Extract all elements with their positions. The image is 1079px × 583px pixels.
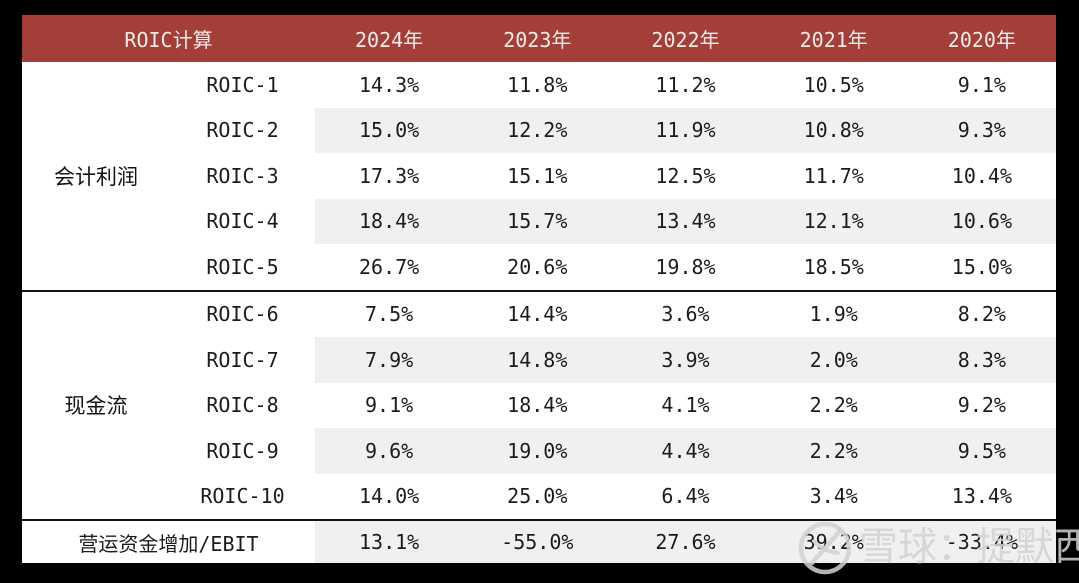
cell-value: -55.0% [463, 521, 612, 563]
row-label: ROIC-6 [206, 302, 279, 327]
cell-value: 13.4% [951, 484, 1012, 509]
row-label: ROIC-5 [206, 254, 279, 279]
footer-row: 营运资金增加/EBIT 13.1% -55.0% 27.6% 39.2% -33… [22, 521, 1056, 563]
row-label: ROIC-10 [200, 484, 285, 509]
group-cash-flow: 现金流 ROIC-6 7.5% 14.4% 3.6% 1.9% 8.2% ROI… [22, 292, 1056, 520]
row-label: ROIC-2 [206, 118, 279, 143]
cell-value: 12.5% [655, 163, 716, 188]
cell-value: 27.6% [611, 521, 760, 563]
table-header-row: ROIC计算 2024年 2023年 2022年 2021年 2020年 [22, 15, 1056, 62]
cell-value: 9.2% [957, 393, 1006, 418]
cell-value: 3.6% [661, 302, 710, 327]
table-row: ROIC-7 7.9% 14.8% 3.9% 2.0% 8.3% [22, 337, 1056, 383]
cell-value: 3.4% [809, 484, 858, 509]
cell-value: 19.0% [463, 428, 612, 474]
cell-value: 14.8% [463, 337, 612, 383]
cell-value: 10.5% [803, 72, 864, 97]
col-header-2023: 2023年 [503, 28, 572, 52]
cell-value: 2.0% [759, 337, 908, 383]
cell-value: 12.1% [759, 198, 908, 244]
cell-value: 9.3% [907, 107, 1056, 153]
footer-separator-line [22, 519, 1056, 521]
cell-value: 17.3% [358, 163, 420, 188]
cell-value: 7.5% [365, 302, 414, 327]
table-row: ROIC-9 9.6% 19.0% 4.4% 2.2% 9.5% [22, 428, 1056, 474]
cell-value: 20.6% [507, 254, 568, 279]
table-row: ROIC-2 15.0% 12.2% 11.9% 10.8% 9.3% [22, 107, 1056, 153]
footer-label: 营运资金增加/EBIT [78, 531, 259, 556]
table-title: ROIC计算 [124, 28, 213, 52]
cell-value: 9.5% [907, 428, 1056, 474]
col-header-2024: 2024年 [355, 28, 424, 52]
cell-value: 9.1% [957, 72, 1006, 97]
cell-value: 11.2% [655, 72, 716, 97]
row-label: ROIC-7 [206, 347, 279, 372]
row-label: ROIC-9 [206, 438, 279, 463]
group-separator-line [22, 289, 1056, 292]
cell-value: 13.1% [315, 521, 464, 563]
col-header-2022: 2022年 [651, 28, 720, 52]
cell-value: 25.0% [507, 484, 568, 509]
cell-value: 10.6% [907, 198, 1056, 244]
table-row: ROIC-4 18.4% 15.7% 13.4% 12.1% 10.6% [22, 198, 1056, 244]
cell-value: 15.7% [463, 198, 612, 244]
cell-value: 13.4% [611, 198, 760, 244]
cell-value: 11.7% [803, 163, 864, 188]
table-row: ROIC-3 17.3% 15.1% 12.5% 11.7% 10.4% [22, 153, 1056, 199]
cell-value: 11.9% [611, 107, 760, 153]
cell-value: 18.4% [315, 198, 464, 244]
cell-value: 14.0% [358, 484, 420, 509]
cell-value: 15.1% [507, 163, 568, 188]
cell-value: 10.4% [951, 163, 1012, 188]
cell-value: 39.2% [759, 521, 908, 563]
cell-value: 3.9% [611, 337, 760, 383]
row-label: ROIC-1 [206, 72, 279, 97]
cell-value: 11.8% [507, 72, 568, 97]
cell-value: 10.8% [759, 107, 908, 153]
group-accounting-profit: 会计利润 ROIC-1 14.3% 11.8% 11.2% 10.5% 9.1%… [22, 62, 1056, 290]
row-label: ROIC-8 [206, 393, 279, 418]
row-label: ROIC-4 [206, 209, 279, 234]
table-row: ROIC-5 26.7% 20.6% 19.8% 18.5% 15.0% [22, 244, 1056, 290]
table-row: ROIC-6 7.5% 14.4% 3.6% 1.9% 8.2% [22, 292, 1056, 338]
col-header-2021: 2021年 [799, 28, 868, 52]
group-label-cash-flow: 现金流 [64, 394, 128, 419]
cell-value: 9.1% [365, 393, 414, 418]
cell-value: 15.0% [315, 107, 464, 153]
cell-value: 1.9% [809, 302, 858, 327]
cell-value: 7.9% [315, 337, 464, 383]
table-row: ROIC-10 14.0% 25.0% 6.4% 3.4% 13.4% [22, 474, 1056, 520]
table-row: ROIC-8 9.1% 18.4% 4.1% 2.2% 9.2% [22, 383, 1056, 429]
cell-value: 4.4% [611, 428, 760, 474]
cell-value: 12.2% [463, 107, 612, 153]
cell-value: 4.1% [661, 393, 710, 418]
cell-value: 8.2% [957, 302, 1006, 327]
cell-value: 8.3% [907, 337, 1056, 383]
row-label: ROIC-3 [206, 163, 279, 188]
cell-value: 2.2% [809, 393, 858, 418]
cell-value: 14.4% [507, 302, 568, 327]
cell-value: 26.7% [358, 254, 420, 279]
table-row: ROIC-1 14.3% 11.8% 11.2% 10.5% 9.1% [22, 62, 1056, 108]
col-header-2020: 2020年 [947, 28, 1016, 52]
cell-value: 14.3% [358, 72, 420, 97]
cell-value: 15.0% [951, 254, 1012, 279]
cell-value: 6.4% [661, 484, 710, 509]
group-label-accounting-profit: 会计利润 [54, 164, 138, 189]
cell-value: 18.5% [803, 254, 864, 279]
cell-value: 19.8% [655, 254, 716, 279]
roic-table: ROIC计算 2024年 2023年 2022年 2021年 2020年 会计利… [22, 15, 1056, 563]
cell-value: 18.4% [507, 393, 568, 418]
cell-value: 9.6% [315, 428, 464, 474]
cell-value: 2.2% [759, 428, 908, 474]
cell-value: -33.4% [907, 521, 1056, 563]
